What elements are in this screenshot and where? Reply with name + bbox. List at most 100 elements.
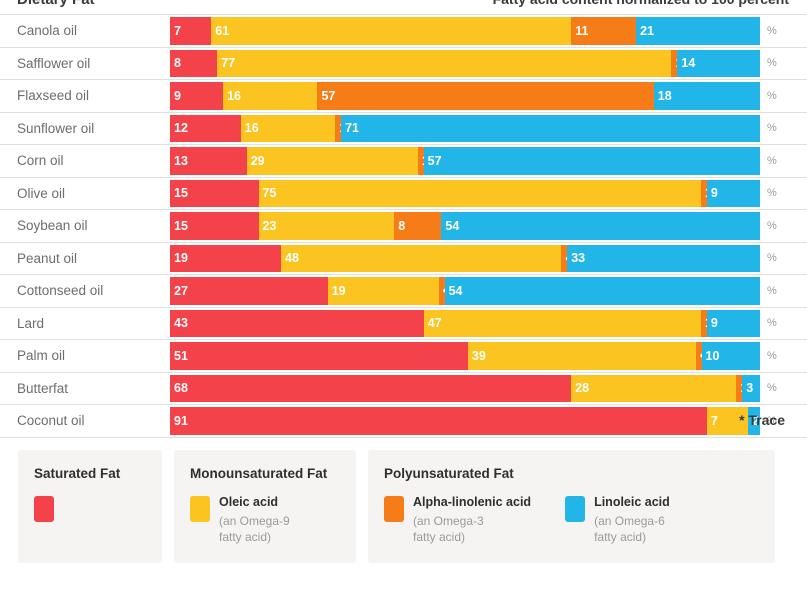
legend-item-alpha-linolenic-acid: Alpha-linolenic acid (an Omega-3 fatty a… — [384, 495, 531, 545]
bar-segment-ala: 57 — [317, 82, 654, 110]
bar-segment-ole: 23 — [258, 212, 395, 240]
bar-track: 1216171 — [170, 113, 760, 145]
bar-segment-sat: 13 — [170, 147, 247, 175]
bar-segment-ala: 1 — [417, 147, 424, 175]
bar-segment-lin: 54 — [444, 277, 760, 305]
bar-segment-ole: 75 — [258, 179, 701, 207]
legend-item-saturated-fat — [34, 495, 54, 522]
bar-segment-ole: 77 — [217, 49, 672, 77]
percent-symbol: % — [767, 252, 777, 265]
percent-symbol: % — [767, 317, 777, 330]
bar-segment-lin: 9 — [706, 309, 760, 337]
percent-symbol: % — [767, 382, 777, 395]
bar-segment-lin: 18 — [653, 82, 760, 110]
table-row: Sunflower oil 1216171% — [0, 113, 807, 145]
row-label-canola-oil: Canola oil — [17, 23, 78, 39]
bar-track: 157519 — [170, 178, 760, 210]
bar-segment-sat: 68 — [170, 374, 572, 402]
percent-symbol: % — [767, 187, 777, 200]
legend-panel-saturated: Saturated Fat — [18, 450, 162, 564]
bar-segment-lin: 9 — [706, 179, 760, 207]
swatch-linoleic-icon — [565, 496, 586, 522]
trace-marker: • — [700, 349, 702, 362]
bar-segment-lin: 3 — [742, 374, 760, 402]
legend-panel-monounsaturated: Monounsaturated Fat Oleic acid (an Omega… — [174, 450, 356, 564]
legend-sub-alpha-linolenic-line2: fatty acid) — [413, 530, 466, 545]
bar-segment-ole: 7 — [706, 407, 749, 435]
bar-segment-sat: 7 — [170, 17, 212, 45]
legend-title-monounsaturated: Monounsaturated Fat — [190, 466, 328, 481]
bar-track: 91 7 2 — [170, 405, 760, 437]
percent-symbol: % — [767, 57, 777, 70]
trace-marker: • — [443, 284, 445, 297]
page-title: Dietary Fat — [0, 0, 170, 8]
row-label-palm-oil: Palm oil — [17, 348, 66, 364]
table-row: Flaxseed oil 9 16 57 18% — [0, 80, 807, 113]
bar-segment-sat: 43 — [170, 309, 424, 337]
row-label-coconut-oil: Coconut oil — [17, 413, 85, 429]
chart-legend: Saturated Fat Monounsaturated Fat Oleic … — [0, 450, 807, 564]
row-label-cottonseed-oil: Cottonseed oil — [17, 283, 104, 299]
trace-footnote: * Trace — [739, 412, 785, 428]
bar-segment-lin: 21 — [636, 17, 760, 45]
row-label-sunflower-oil: Sunflower oil — [17, 120, 95, 136]
row-label-peanut-oil: Peanut oil — [17, 250, 78, 266]
bar-segment-ole: 16 — [240, 114, 336, 142]
bar-track: 15 23 8 54 — [170, 210, 760, 242]
bar-segment-ala: 1 — [736, 374, 743, 402]
bar-segment-ole: 29 — [246, 147, 418, 175]
bar-track: 7 61 11 21 — [170, 15, 760, 47]
bar-track: 1329157 — [170, 145, 760, 177]
legend-sub-linoleic-line2: fatty acid) — [594, 530, 647, 545]
bar-segment-ole: 47 — [423, 309, 701, 337]
swatch-oleic-icon — [190, 496, 210, 522]
row-label-olive-oil: Olive oil — [17, 185, 66, 201]
bar-track: 434719 — [170, 308, 760, 340]
bar-segment-ala: 1 — [671, 49, 678, 77]
bar-segment-ala: 1 — [701, 179, 707, 207]
legend-sub-alpha-linolenic-line1: (an Omega-3 — [413, 514, 484, 528]
bar-segment-ole: 39 — [467, 342, 696, 370]
bar-segment-sat: 15 — [170, 179, 259, 207]
legend-title-saturated: Saturated Fat — [34, 466, 121, 481]
bar-segment-sat: 91 — [170, 407, 707, 435]
table-row: Canola oil 7 61 11 21% — [0, 14, 807, 48]
bar-track: 877114 — [170, 48, 760, 80]
percent-symbol: % — [767, 24, 777, 37]
bar-segment-sat: 12 — [170, 114, 241, 142]
table-row: Butterfat 682813% — [0, 373, 807, 405]
trace-marker: • — [565, 252, 567, 265]
percent-symbol: % — [767, 414, 777, 427]
bar-track: 9 16 57 18 — [170, 80, 760, 112]
bar-segment-lin: 71 — [341, 114, 760, 142]
bar-segment-ala: 1 — [700, 309, 707, 337]
table-row: Corn oil 1329157% — [0, 145, 807, 178]
table-row: Soybean oil 15 23 8 54% — [0, 210, 807, 243]
table-row: Olive oil 157519% — [0, 178, 807, 210]
bar-segment-ole: 28 — [571, 374, 737, 402]
percent-symbol: % — [767, 122, 777, 135]
percent-symbol: % — [767, 349, 777, 362]
bar-segment-ole: 16 — [223, 82, 318, 110]
table-row: Lard 434719% — [0, 308, 807, 340]
legend-name-alpha-linolenic: Alpha-linolenic acid — [413, 495, 532, 509]
legend-name-linoleic: Linoleic acid — [594, 495, 670, 509]
swatch-alpha-linolenic-icon — [384, 496, 404, 522]
row-label-butterfat: Butterfat — [17, 380, 69, 396]
legend-item-oleic-acid: Oleic acid (an Omega-9 fatty acid) — [190, 495, 290, 545]
bar-track: 682813 — [170, 373, 760, 405]
bar-segment-lin: 2 — [748, 407, 760, 435]
bar-segment-ala: • — [561, 244, 568, 272]
bar-segment-ole: 61 — [211, 17, 572, 45]
legend-panel-polyunsaturated: Polyunsaturated Fat Alpha-linolenic acid… — [368, 450, 775, 564]
legend-sub-oleic-line2: fatty acid) — [219, 530, 272, 545]
table-row: Coconut oil 91 7 2% — [0, 405, 807, 438]
percent-symbol: % — [767, 284, 777, 297]
swatch-saturated-icon — [34, 496, 54, 522]
bar-segment-sat: 27 — [170, 277, 328, 305]
bar-segment-ala: • — [695, 342, 702, 370]
